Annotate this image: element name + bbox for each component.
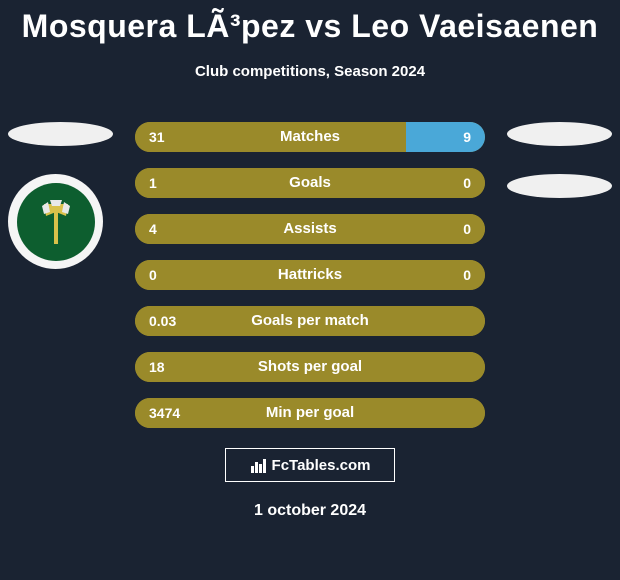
stat-bar-player1 (135, 260, 485, 290)
stat-row: Matches319 (135, 122, 485, 152)
stat-bar-player2 (406, 122, 485, 152)
player1-club-logo (8, 174, 103, 269)
bar-chart-icon (250, 456, 268, 474)
player1-column (8, 122, 113, 269)
stat-row: Goals per match0.03 (135, 306, 485, 336)
stat-bar-player1 (135, 214, 485, 244)
stat-bar-player1 (135, 168, 485, 198)
stat-row: Shots per goal18 (135, 352, 485, 382)
fctables-label: FcTables.com (272, 457, 371, 474)
comparison-chart: Matches319 Goals10 Assists40 Hattricks00 Goa… (0, 122, 620, 432)
player2-avatar-placeholder (507, 122, 612, 146)
stat-bar-player1 (135, 122, 406, 152)
stat-bar-player1 (135, 352, 485, 382)
stat-bars: Matches319 Goals10 Assists40 Hattricks00 Goa… (135, 122, 485, 444)
player2-column (507, 122, 612, 198)
axe-icon (36, 198, 76, 246)
stat-bar-player1 (135, 398, 485, 428)
subtitle: Club competitions, Season 2024 (0, 63, 620, 80)
stat-row: Assists40 (135, 214, 485, 244)
stat-bar-player1 (135, 306, 485, 336)
stat-row: Min per goal3474 (135, 398, 485, 428)
timbers-logo-icon (17, 183, 95, 261)
page-title: Mosquera LÃ³pez vs Leo Vaeisaenen (0, 0, 620, 45)
fctables-branding[interactable]: FcTables.com (225, 448, 395, 482)
player2-club-logo-placeholder (507, 174, 612, 198)
stat-row: Goals10 (135, 168, 485, 198)
player1-avatar-placeholder (8, 122, 113, 146)
stat-row: Hattricks00 (135, 260, 485, 290)
footer-date: 1 october 2024 (0, 502, 620, 520)
